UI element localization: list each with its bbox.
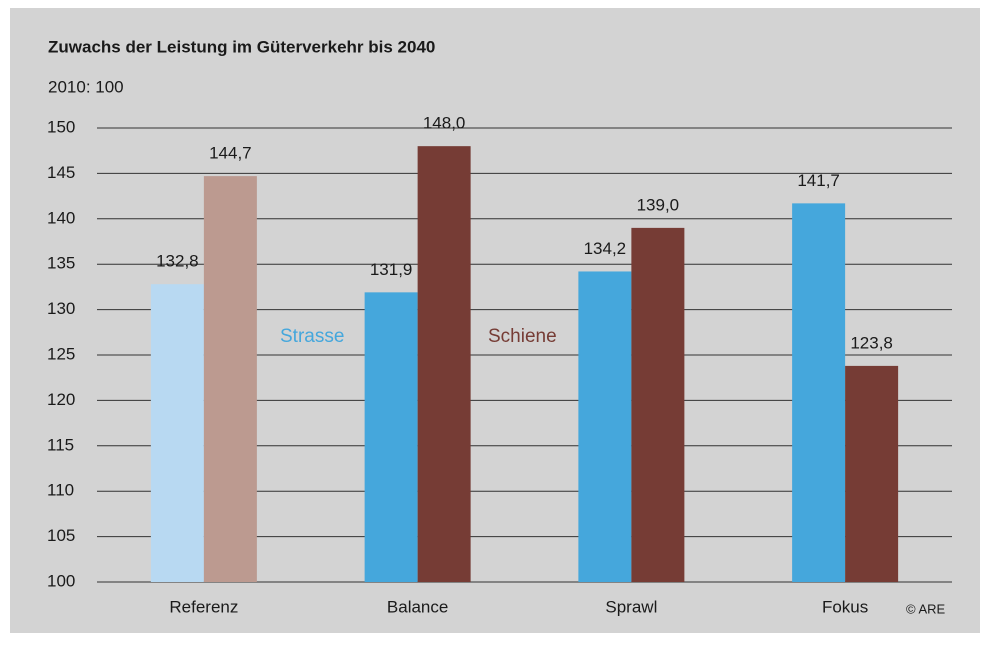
value-label: 148,0 <box>423 114 466 133</box>
value-label: 144,7 <box>209 144 252 163</box>
y-tick-label: 105 <box>47 526 75 545</box>
value-label: 132,8 <box>156 252 199 271</box>
y-tick-label: 130 <box>47 299 75 318</box>
y-tick-label: 120 <box>47 390 75 409</box>
bar <box>792 203 846 582</box>
bar <box>150 284 204 582</box>
value-label: 131,9 <box>370 260 413 279</box>
legend-label: Schiene <box>488 326 557 347</box>
x-tick-label: Sprawl <box>605 597 657 616</box>
value-label: 139,0 <box>637 195 680 214</box>
bar <box>845 365 899 582</box>
bar <box>364 292 418 582</box>
y-tick-label: 125 <box>47 344 75 363</box>
source: © ARE <box>906 601 946 616</box>
x-tick-label: Referenz <box>169 597 238 616</box>
value-label: 123,8 <box>850 333 893 352</box>
y-tick-label: 150 <box>47 117 75 136</box>
value-label: 141,7 <box>797 171 840 190</box>
bar <box>417 146 471 582</box>
y-tick-label: 115 <box>47 435 74 454</box>
y-tick-label: 110 <box>47 481 74 500</box>
value-label: 134,2 <box>584 239 627 258</box>
chart-subtitle: 2010: 100 <box>48 77 124 96</box>
x-tick-label: Balance <box>387 597 448 616</box>
bar <box>631 227 685 582</box>
y-tick-label: 135 <box>47 254 75 273</box>
bar <box>578 271 632 582</box>
y-tick-label: 100 <box>47 571 75 590</box>
y-tick-label: 145 <box>47 163 75 182</box>
y-tick-label: 140 <box>47 208 75 227</box>
chart-title: Zuwachs der Leistung im Güterverkehr bis… <box>48 37 435 56</box>
bar <box>203 176 257 582</box>
x-tick-label: Fokus <box>822 597 868 616</box>
legend-label: Strasse <box>280 326 344 347</box>
